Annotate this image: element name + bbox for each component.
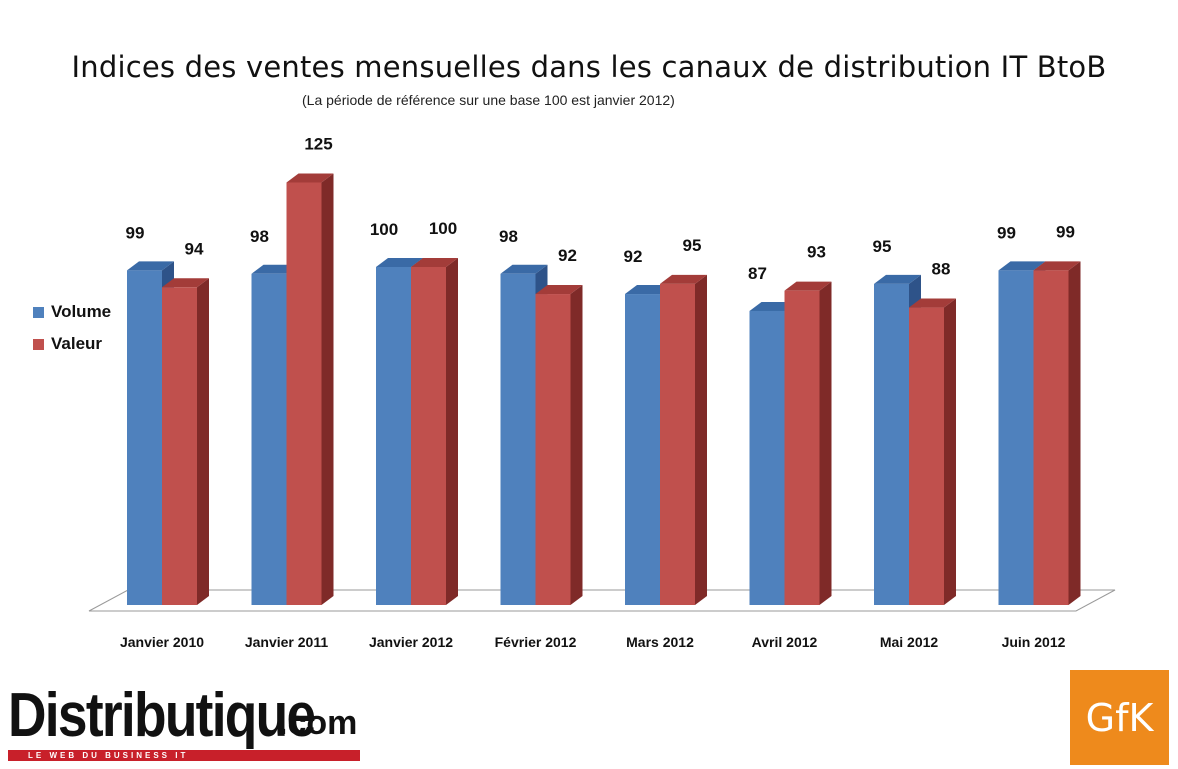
bar-top-valeur-4: [660, 274, 707, 284]
category-label-5: Avril 2012: [752, 634, 818, 650]
data-label-volume-5: 87: [748, 264, 767, 283]
bar-top-valeur-6: [909, 298, 956, 308]
bar-side-valeur-0: [197, 278, 209, 605]
bar-top-volume-7: [998, 261, 1046, 271]
data-label-valeur-4: 95: [683, 236, 702, 255]
category-label-4: Mars 2012: [626, 634, 694, 650]
bar-valeur-2: [411, 267, 446, 605]
data-label-valeur-5: 93: [807, 243, 826, 262]
data-label-valeur-7: 99: [1056, 222, 1075, 241]
bar-top-valeur-1: [286, 173, 334, 183]
category-label-6: Mai 2012: [880, 634, 939, 650]
bar-valeur-6: [909, 307, 944, 605]
bar-volume-1: [251, 273, 287, 605]
logo-word: Distributique: [8, 681, 316, 750]
chart-subtitle: (La période de référence sur une base 10…: [302, 92, 675, 108]
data-label-valeur-0: 94: [185, 239, 204, 258]
chart-floor: [88, 589, 1116, 612]
bar-volume-0: [127, 270, 162, 605]
bar-top-valeur-2: [411, 258, 458, 267]
bar-valeur-3: [535, 294, 571, 605]
bar-side-valeur-6: [944, 298, 956, 605]
bar-volume-4: [625, 294, 660, 605]
bar-side-valeur-7: [1068, 261, 1081, 605]
bar-top-volume-2: [376, 258, 423, 267]
bar-volume-6: [874, 283, 909, 605]
bar-valeur-4: [660, 283, 695, 605]
gfk-logo: GfK: [1070, 670, 1169, 765]
bar-volume-7: [998, 270, 1034, 605]
category-label-7: Juin 2012: [1002, 634, 1066, 650]
data-label-valeur-2: 100: [429, 219, 457, 238]
bar-top-valeur-0: [162, 278, 209, 288]
bar-top-valeur-7: [1033, 261, 1081, 271]
data-label-volume-6: 95: [873, 237, 892, 256]
distributique-logo: Distributique .com LE WEB DU BUSINESS IT: [8, 681, 368, 768]
legend-label-volume: Volume: [51, 302, 112, 321]
category-label-1: Janvier 2011: [245, 634, 329, 650]
data-label-volume-4: 92: [624, 247, 643, 266]
bar-valeur-7: [1033, 270, 1069, 605]
category-label-0: Janvier 2010: [120, 634, 204, 650]
data-label-volume-2: 100: [370, 220, 398, 239]
data-label-volume-3: 98: [499, 227, 518, 246]
bar-volume-2: [376, 267, 411, 605]
legend: Volume Valeur: [33, 296, 111, 360]
bar-side-valeur-5: [819, 281, 832, 605]
gfk-logo-text: GfK: [1085, 695, 1154, 740]
bar-side-valeur-1: [321, 173, 334, 605]
bar-side-valeur-3: [570, 285, 583, 605]
legend-label-valeur: Valeur: [51, 334, 103, 353]
data-label-valeur-3: 92: [558, 246, 577, 265]
legend-swatch-volume: [33, 306, 44, 318]
bar-top-valeur-3: [535, 285, 583, 295]
bar-valeur-1: [286, 182, 322, 605]
bar-side-valeur-4: [695, 274, 707, 605]
legend-item-valeur: Valeur: [33, 328, 111, 360]
legend-swatch-valeur: [33, 338, 44, 350]
bar-valeur-0: [162, 287, 197, 605]
data-label-volume-0: 99: [126, 223, 145, 242]
chart-title: Indices des ventes mensuelles dans les c…: [71, 50, 1107, 84]
bar-top-volume-3: [500, 264, 548, 274]
bar-top-valeur-5: [784, 281, 832, 291]
legend-item-volume: Volume: [33, 296, 111, 328]
data-label-valeur-1: 125: [304, 135, 332, 154]
category-label-2: Janvier 2012: [369, 634, 453, 650]
category-label-3: Février 2012: [495, 634, 577, 650]
data-label-valeur-6: 88: [932, 260, 951, 279]
logo-suffix: .com: [278, 704, 358, 742]
bar-top-volume-0: [127, 261, 174, 271]
bar-side-valeur-2: [446, 258, 458, 605]
bar-top-volume-6: [874, 274, 921, 284]
bar-volume-3: [500, 273, 536, 605]
bar-valeur-5: [784, 290, 820, 605]
data-label-volume-7: 99: [997, 223, 1016, 242]
data-label-volume-1: 98: [250, 227, 269, 246]
bar-volume-5: [749, 310, 785, 605]
logo-tagline: LE WEB DU BUSINESS IT: [8, 750, 360, 761]
